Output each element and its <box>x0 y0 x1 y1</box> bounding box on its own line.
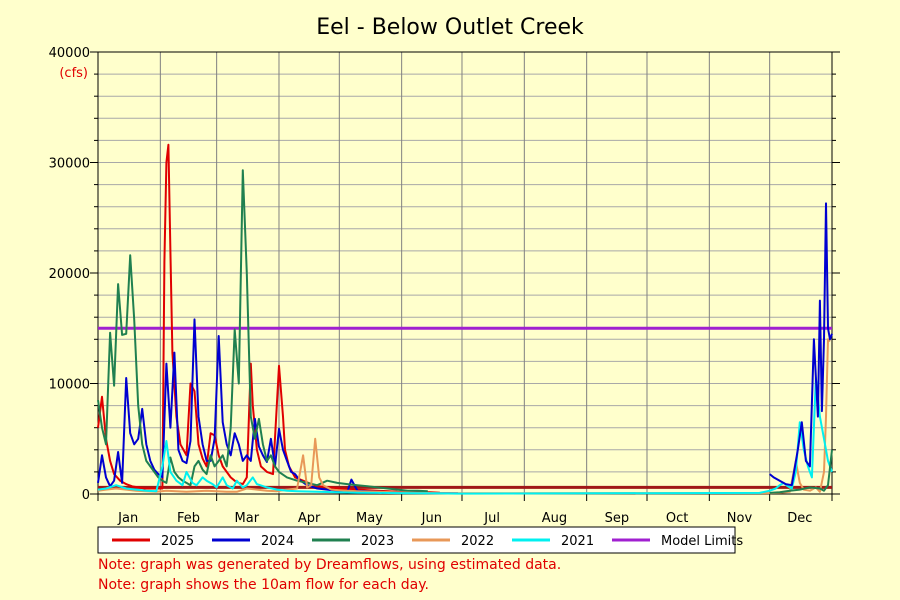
series-line-2023-dec- <box>769 449 833 494</box>
y-tick-label: 40000 <box>49 46 90 61</box>
x-tick-label-jan: Jan <box>117 511 138 526</box>
x-tick-label-feb: Feb <box>177 511 200 526</box>
x-tick-label-jul: Jul <box>483 511 500 526</box>
x-tick-label-jun: Jun <box>421 511 442 526</box>
x-tick-label-may: May <box>356 511 383 526</box>
series-line-2021 <box>97 377 833 495</box>
series-line-2022 <box>97 338 831 495</box>
legend-label: 2024 <box>261 534 294 549</box>
legend-label: 2023 <box>361 534 394 549</box>
y-axis-unit: (cfs) <box>59 66 88 81</box>
legend: 2025 2024 2023 2022 2021 Model Limits <box>97 526 743 554</box>
x-tick-label-apr: Apr <box>298 511 321 526</box>
plot-area: 0 10000 20000 30000 40000 Jan Feb Mar Apr May Jun J… <box>49 46 840 526</box>
legend-label: 2021 <box>561 534 594 549</box>
legend-label: 2022 <box>461 534 494 549</box>
y-tick-label: 20000 <box>49 267 90 282</box>
y-tick-label: 0 <box>82 488 90 503</box>
series-line-2024 <box>97 318 459 495</box>
y-tick-label: 10000 <box>49 378 90 393</box>
x-tick-label-oct: Oct <box>666 511 688 526</box>
series-line-2024-dec- <box>769 202 833 487</box>
x-tick-label-dec: Dec <box>787 511 812 526</box>
legend-label: 2025 <box>161 534 194 549</box>
x-tick-label-aug: Aug <box>542 511 567 526</box>
y-tick-label: 30000 <box>49 157 90 172</box>
note-estimated-data: Note: graph was generated by Dreamflows,… <box>98 557 562 573</box>
x-tick-label-mar: Mar <box>235 511 260 526</box>
x-tick-label-nov: Nov <box>727 511 753 526</box>
note-10am-flow: Note: graph shows the 10am flow for each… <box>98 577 429 593</box>
series-line-2023 <box>97 169 428 493</box>
legend-label: Model Limits <box>661 534 743 549</box>
chart-title: Eel - Below Outlet Creek <box>316 15 584 40</box>
x-tick-label-sep: Sep <box>605 511 630 526</box>
